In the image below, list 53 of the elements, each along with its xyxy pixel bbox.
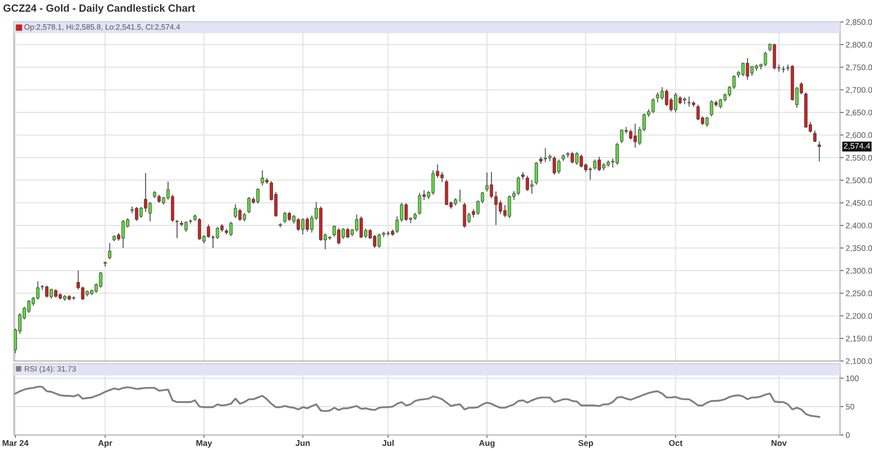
candlestick: [462, 202, 466, 228]
x-tick-label: Sep: [578, 440, 594, 448]
y-tick-label: 2,300.0: [846, 268, 872, 275]
candlestick: [247, 196, 251, 214]
x-tick-label: Jul: [382, 440, 394, 446]
y-tick-label: 2,800.0: [846, 42, 872, 49]
candlestick: [526, 175, 530, 192]
candlestick: [750, 66, 754, 76]
candlestick: [260, 170, 264, 186]
y-tick-label: 2,450.0: [846, 200, 872, 207]
y-tick-label: 2,350.0: [846, 245, 872, 252]
y-tick-label: 2,650.0: [846, 110, 872, 116]
candlestick: [705, 116, 709, 128]
candlestick: [175, 219, 179, 239]
y-tick-label: 0: [846, 432, 850, 438]
candlestick: [108, 242, 112, 260]
candlestick: [718, 98, 722, 109]
candlestick: [741, 62, 745, 77]
candlestick: [534, 162, 538, 186]
y-tick-label: 2,750.0: [846, 64, 872, 72]
text: 2,574.4: [844, 143, 870, 150]
x-tick-label: May: [196, 440, 212, 448]
candlestick: [444, 179, 448, 206]
x-tick-label: Nov: [772, 440, 787, 446]
candlestick: [440, 172, 444, 182]
chart-title: GCZ24 - Gold - Daily Candlestick Chart: [3, 4, 196, 14]
x-tick-label: Apr: [98, 440, 112, 448]
x-tick-label: Mar 24: [2, 440, 29, 446]
y-tick-label: 2,400.0: [846, 222, 872, 230]
y-tick-label: 50: [846, 404, 854, 410]
candlestick: [148, 201, 152, 222]
candlestick: [746, 58, 750, 80]
y-tick-label: 2,500.0: [846, 177, 872, 184]
candlestick: [198, 218, 202, 240]
x-tick-label: Aug: [479, 440, 495, 448]
x-tick-label: Jun: [296, 440, 310, 446]
y-tick-label: 2,100.0: [846, 358, 872, 365]
candlestick: [813, 130, 816, 143]
candlestick: [818, 140, 821, 162]
y-tick-label: 2,550.0: [846, 154, 872, 162]
candlestick: [234, 204, 238, 219]
y-tick-label: 2,700.0: [846, 87, 872, 94]
y-tick-label: 2,150.0: [846, 336, 872, 342]
y-tick-label: 2,250.0: [846, 290, 872, 298]
candlestick: [206, 224, 210, 238]
candlestick: [184, 220, 188, 232]
candlestick: [216, 226, 220, 240]
y-tick-label: 2,600.0: [846, 132, 872, 139]
x-tick-label: Oct: [669, 440, 682, 446]
line-series: [14, 386, 820, 418]
y-tick-label: 2,200.0: [846, 313, 872, 320]
y-tick-label: 2,850.0: [846, 19, 872, 26]
y-tick-label: 100: [846, 375, 859, 382]
